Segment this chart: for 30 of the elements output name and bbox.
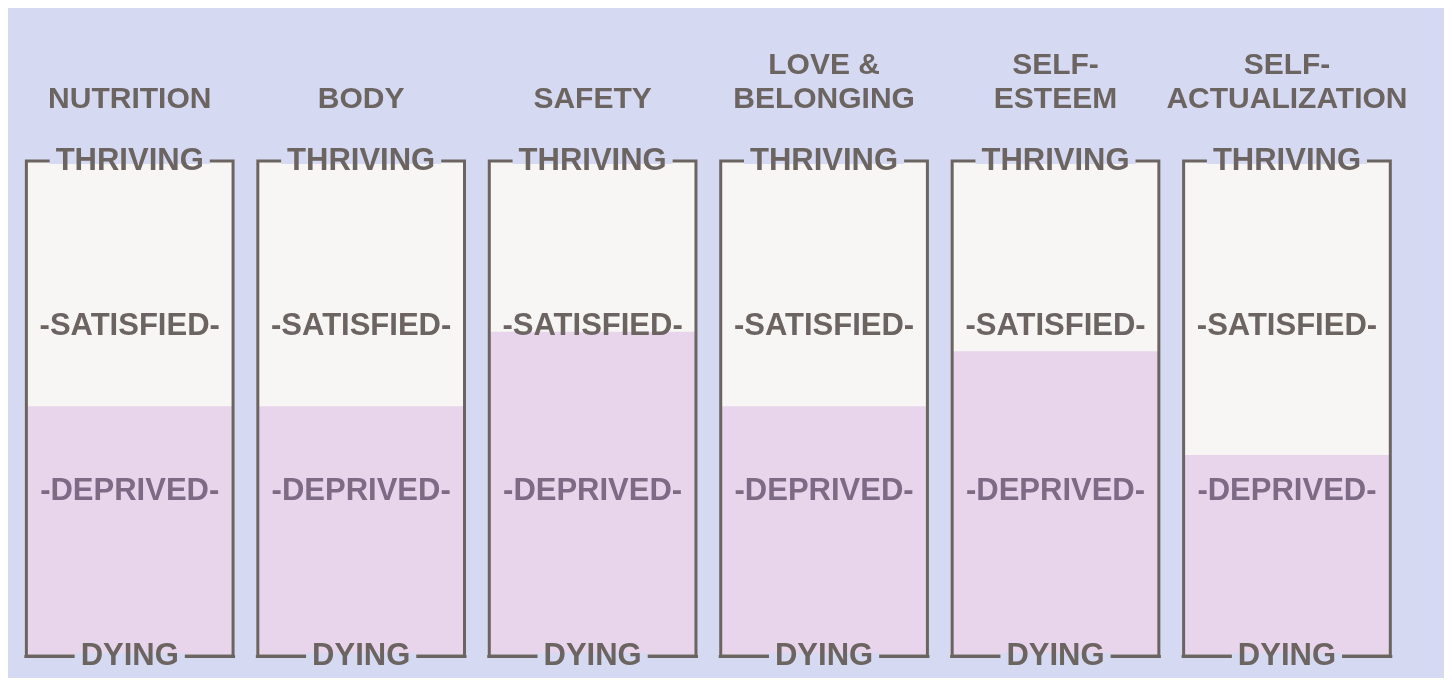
- text: THRIVING: [750, 141, 899, 177]
- text: DYING: [774, 636, 874, 672]
- text: DYING: [312, 636, 411, 672]
- text: THRIVING: [1212, 141, 1362, 177]
- text: -SATISFIED-: [733, 306, 915, 342]
- text: THRIVING: [981, 141, 1130, 177]
- text: THRIVING: [55, 141, 204, 177]
- text: THRIVING: [287, 141, 436, 177]
- text: -DEPRIVED-: [965, 471, 1146, 507]
- text: -SATISFIED-: [1196, 306, 1378, 342]
- text: -DEPRIVED-: [271, 471, 451, 507]
- annotation: -SATISFIED-: [39, 306, 220, 342]
- text: -DEPRIVED-: [734, 471, 914, 507]
- text: DYING: [1237, 636, 1337, 672]
- x-tick-label: BODY: [317, 81, 405, 115]
- text: THRIVING: [518, 141, 667, 177]
- text: -SATISFIED-: [502, 306, 683, 342]
- x-tick-label: SELF-ACTUALIZATION: [1166, 46, 1408, 115]
- x-tick-label: SELF-ESTEEM: [993, 46, 1118, 115]
- text: -SATISFIED-: [965, 306, 1146, 342]
- text: -DEPRIVED-: [1197, 471, 1377, 507]
- annotation: DYING: [80, 636, 179, 672]
- x-tick-label: NUTRITION: [48, 81, 212, 115]
- annotation: -DEPRIVED-: [40, 471, 220, 507]
- x-tick-label: SAFETY: [533, 81, 652, 115]
- x-tick-label: LOVE & BELONGING: [733, 46, 915, 115]
- text: -DEPRIVED-: [503, 471, 683, 507]
- text: DYING: [543, 636, 642, 672]
- text: DYING: [1006, 636, 1105, 672]
- text: -SATISFIED-: [271, 306, 452, 342]
